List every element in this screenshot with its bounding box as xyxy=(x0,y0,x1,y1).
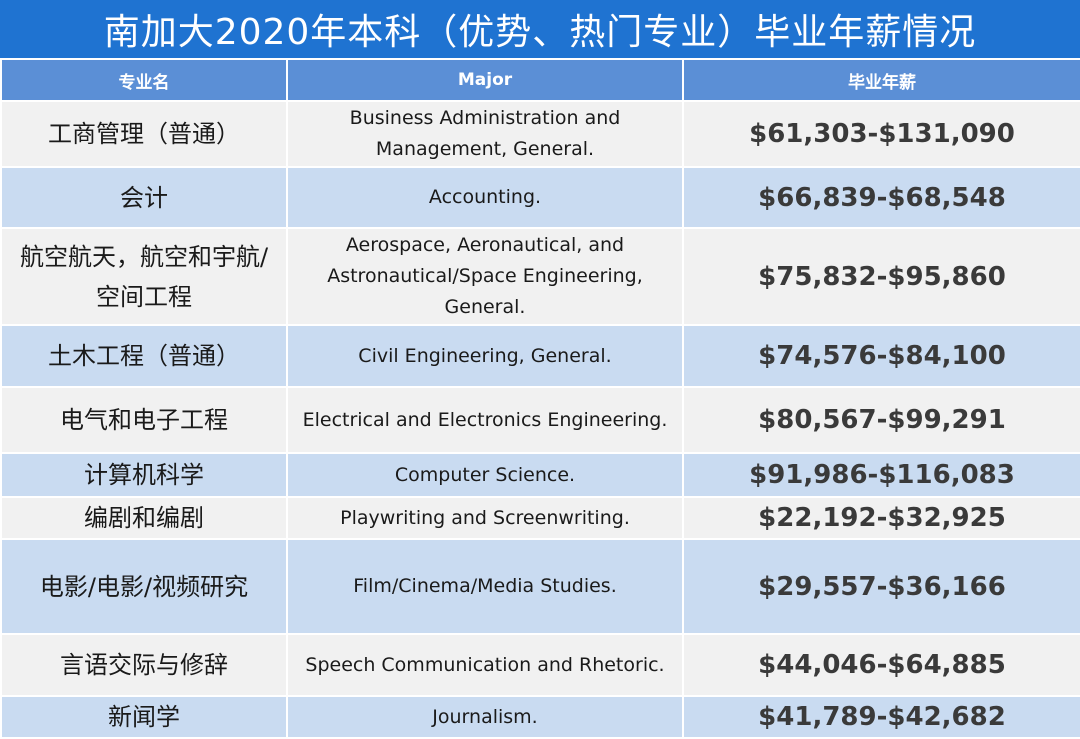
page-title: 南加大2020年本科（优势、热门专业）毕业年薪情况 xyxy=(0,0,1080,58)
table-row: 新闻学 Journalism. $41,789-$42,682 xyxy=(0,695,1080,739)
salary-range: $41,789-$42,682 xyxy=(682,695,1080,739)
major-name: Film/Cinema/Media Studies. xyxy=(286,538,684,635)
major-name: Electrical and Electronics Engineering. xyxy=(286,386,684,454)
table-row: 工商管理（普通） Business Administration and Man… xyxy=(0,100,1080,168)
header-cn-name: 专业名 xyxy=(0,58,288,102)
table-row: 计算机科学 Computer Science. $91,986-$116,083 xyxy=(0,452,1080,498)
cn-major-name: 新闻学 xyxy=(0,695,288,739)
cn-major-name: 电影/电影/视频研究 xyxy=(0,538,288,635)
table-row: 言语交际与修辞 Speech Communication and Rhetori… xyxy=(0,633,1080,697)
salary-range: $80,567-$99,291 xyxy=(682,386,1080,454)
cn-major-name: 言语交际与修辞 xyxy=(0,633,288,697)
salary-range: $44,046-$64,885 xyxy=(682,633,1080,697)
major-name: Playwriting and Screenwriting. xyxy=(286,496,684,540)
cn-major-name: 计算机科学 xyxy=(0,452,288,498)
major-name: Aerospace, Aeronautical, and Astronautic… xyxy=(286,227,684,326)
cn-major-name: 航空航天，航空和宇航/空间工程 xyxy=(0,227,288,326)
table-header-row: 专业名 Major 毕业年薪 xyxy=(0,58,1080,102)
cn-major-name: 工商管理（普通） xyxy=(0,100,288,168)
salary-range: $61,303-$131,090 xyxy=(682,100,1080,168)
salary-range: $91,986-$116,083 xyxy=(682,452,1080,498)
major-name: Civil Engineering, General. xyxy=(286,324,684,388)
salary-range: $74,576-$84,100 xyxy=(682,324,1080,388)
major-name: Accounting. xyxy=(286,166,684,229)
header-salary: 毕业年薪 xyxy=(682,58,1080,102)
salary-range: $66,839-$68,548 xyxy=(682,166,1080,229)
salary-range: $22,192-$32,925 xyxy=(682,496,1080,540)
salary-range: $29,557-$36,166 xyxy=(682,538,1080,635)
major-name: Speech Communication and Rhetoric. xyxy=(286,633,684,697)
major-name: Journalism. xyxy=(286,695,684,739)
major-name: Business Administration and Management, … xyxy=(286,100,684,168)
header-major: Major xyxy=(286,58,684,102)
table-row: 电影/电影/视频研究 Film/Cinema/Media Studies. $2… xyxy=(0,538,1080,635)
table-row: 电气和电子工程 Electrical and Electronics Engin… xyxy=(0,386,1080,454)
salary-table: 专业名 Major 毕业年薪 工商管理（普通） Business Adminis… xyxy=(0,58,1080,739)
cn-major-name: 编剧和编剧 xyxy=(0,496,288,540)
cn-major-name: 电气和电子工程 xyxy=(0,386,288,454)
major-name: Computer Science. xyxy=(286,452,684,498)
table-row: 土木工程（普通） Civil Engineering, General. $74… xyxy=(0,324,1080,388)
table-row: 航空航天，航空和宇航/空间工程 Aerospace, Aeronautical,… xyxy=(0,227,1080,326)
salary-range: $75,832-$95,860 xyxy=(682,227,1080,326)
cn-major-name: 土木工程（普通） xyxy=(0,324,288,388)
table-row: 会计 Accounting. $66,839-$68,548 xyxy=(0,166,1080,229)
table-row: 编剧和编剧 Playwriting and Screenwriting. $22… xyxy=(0,496,1080,540)
cn-major-name: 会计 xyxy=(0,166,288,229)
